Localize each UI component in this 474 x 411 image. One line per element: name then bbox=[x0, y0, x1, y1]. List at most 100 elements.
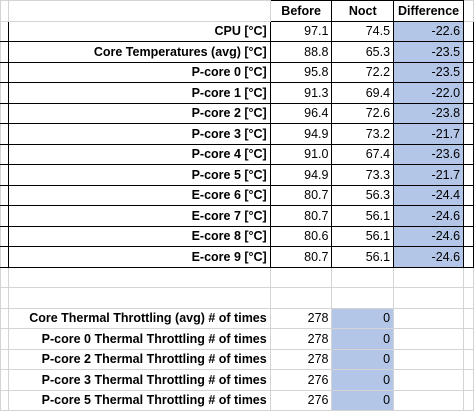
cell[interactable] bbox=[463, 164, 474, 186]
cell[interactable] bbox=[0, 328, 9, 350]
cell[interactable] bbox=[0, 369, 9, 391]
cell[interactable] bbox=[0, 123, 9, 145]
cell[interactable] bbox=[463, 287, 474, 309]
cell[interactable] bbox=[269, 287, 333, 309]
noct-value[interactable]: 0 bbox=[331, 389, 395, 411]
cell[interactable] bbox=[463, 205, 474, 227]
cell[interactable] bbox=[269, 266, 333, 288]
cell[interactable] bbox=[463, 143, 474, 165]
before-value[interactable]: 97.1 bbox=[269, 20, 333, 42]
cell[interactable] bbox=[0, 20, 9, 42]
row-label[interactable]: CPU [°C] bbox=[7, 20, 271, 42]
row-label[interactable]: P-core 3 Thermal Throttling # of times bbox=[7, 369, 271, 391]
difference-value[interactable]: -23.8 bbox=[393, 102, 465, 124]
cell[interactable] bbox=[331, 287, 395, 309]
noct-value[interactable]: 56.1 bbox=[331, 205, 395, 227]
cell[interactable] bbox=[0, 41, 9, 63]
cell[interactable] bbox=[463, 348, 474, 370]
row-label[interactable]: Core Temperatures (avg) [°C] bbox=[7, 41, 271, 63]
row-label[interactable]: P-core 2 Thermal Throttling # of times bbox=[7, 348, 271, 370]
before-value[interactable]: 91.0 bbox=[269, 143, 333, 165]
difference-value[interactable]: -23.6 bbox=[393, 143, 465, 165]
cell[interactable] bbox=[463, 369, 474, 391]
noct-value[interactable]: 73.2 bbox=[331, 123, 395, 145]
row-label[interactable]: P-core 0 Thermal Throttling # of times bbox=[7, 328, 271, 350]
cell[interactable] bbox=[393, 369, 465, 391]
noct-header[interactable]: Noct bbox=[331, 0, 395, 22]
cell[interactable] bbox=[463, 102, 474, 124]
cell[interactable] bbox=[463, 184, 474, 206]
cell[interactable] bbox=[0, 225, 9, 247]
before-value[interactable]: 276 bbox=[269, 369, 333, 391]
difference-value[interactable]: -24.6 bbox=[393, 246, 465, 268]
before-value[interactable]: 96.4 bbox=[269, 102, 333, 124]
cell[interactable] bbox=[0, 287, 9, 309]
before-value[interactable]: 278 bbox=[269, 328, 333, 350]
noct-value[interactable]: 69.4 bbox=[331, 82, 395, 104]
before-value[interactable]: 276 bbox=[269, 389, 333, 411]
noct-value[interactable]: 0 bbox=[331, 328, 395, 350]
noct-value[interactable]: 72.2 bbox=[331, 61, 395, 83]
row-label[interactable]: P-core 1 [°C] bbox=[7, 82, 271, 104]
row-label[interactable]: E-core 8 [°C] bbox=[7, 225, 271, 247]
difference-value[interactable]: -21.7 bbox=[393, 164, 465, 186]
difference-value[interactable]: -22.6 bbox=[393, 20, 465, 42]
row-label[interactable]: Core Thermal Throttling (avg) # of times bbox=[7, 307, 271, 329]
cell[interactable] bbox=[463, 82, 474, 104]
noct-value[interactable]: 56.1 bbox=[331, 246, 395, 268]
cell[interactable] bbox=[0, 0, 9, 22]
cell[interactable] bbox=[0, 102, 9, 124]
cell[interactable] bbox=[463, 328, 474, 350]
cell[interactable] bbox=[393, 266, 465, 288]
before-value[interactable]: 94.9 bbox=[269, 123, 333, 145]
row-label[interactable]: E-core 7 [°C] bbox=[7, 205, 271, 227]
noct-value[interactable]: 56.3 bbox=[331, 184, 395, 206]
before-value[interactable]: 95.8 bbox=[269, 61, 333, 83]
row-label[interactable]: E-core 6 [°C] bbox=[7, 184, 271, 206]
before-value[interactable]: 80.7 bbox=[269, 246, 333, 268]
noct-value[interactable]: 72.6 bbox=[331, 102, 395, 124]
before-value[interactable]: 80.7 bbox=[269, 205, 333, 227]
row-label[interactable]: P-core 5 [°C] bbox=[7, 164, 271, 186]
before-value[interactable]: 80.7 bbox=[269, 184, 333, 206]
before-value[interactable]: 94.9 bbox=[269, 164, 333, 186]
row-label[interactable]: P-core 2 [°C] bbox=[7, 102, 271, 124]
row-label[interactable]: P-core 0 [°C] bbox=[7, 61, 271, 83]
row-label[interactable]: P-core 4 [°C] bbox=[7, 143, 271, 165]
difference-value[interactable]: -22.0 bbox=[393, 82, 465, 104]
cell[interactable] bbox=[0, 389, 9, 411]
cell[interactable] bbox=[463, 0, 474, 22]
difference-value[interactable]: -23.5 bbox=[393, 41, 465, 63]
cell[interactable] bbox=[463, 225, 474, 247]
cell[interactable] bbox=[0, 307, 9, 329]
cell[interactable] bbox=[0, 205, 9, 227]
difference-value[interactable]: -24.6 bbox=[393, 205, 465, 227]
cell[interactable] bbox=[0, 246, 9, 268]
difference-value[interactable]: -23.5 bbox=[393, 61, 465, 83]
cell[interactable] bbox=[463, 41, 474, 63]
cell[interactable] bbox=[393, 389, 465, 411]
noct-value[interactable]: 65.3 bbox=[331, 41, 395, 63]
cell[interactable] bbox=[463, 307, 474, 329]
cell[interactable] bbox=[463, 266, 474, 288]
row-label[interactable]: E-core 9 [°C] bbox=[7, 246, 271, 268]
noct-value[interactable]: 0 bbox=[331, 369, 395, 391]
cell[interactable] bbox=[0, 143, 9, 165]
cell[interactable] bbox=[0, 82, 9, 104]
cell[interactable] bbox=[331, 266, 395, 288]
noct-value[interactable]: 67.4 bbox=[331, 143, 395, 165]
noct-value[interactable]: 74.5 bbox=[331, 20, 395, 42]
cell[interactable] bbox=[0, 266, 9, 288]
before-value[interactable]: 80.6 bbox=[269, 225, 333, 247]
difference-value[interactable]: -24.6 bbox=[393, 225, 465, 247]
cell[interactable] bbox=[393, 307, 465, 329]
cell[interactable] bbox=[463, 389, 474, 411]
cell[interactable] bbox=[463, 246, 474, 268]
cell[interactable] bbox=[0, 164, 9, 186]
cell[interactable] bbox=[7, 266, 271, 288]
cell[interactable] bbox=[463, 20, 474, 42]
cell[interactable] bbox=[463, 61, 474, 83]
cell[interactable] bbox=[7, 0, 271, 22]
noct-value[interactable]: 0 bbox=[331, 307, 395, 329]
cell[interactable] bbox=[463, 123, 474, 145]
